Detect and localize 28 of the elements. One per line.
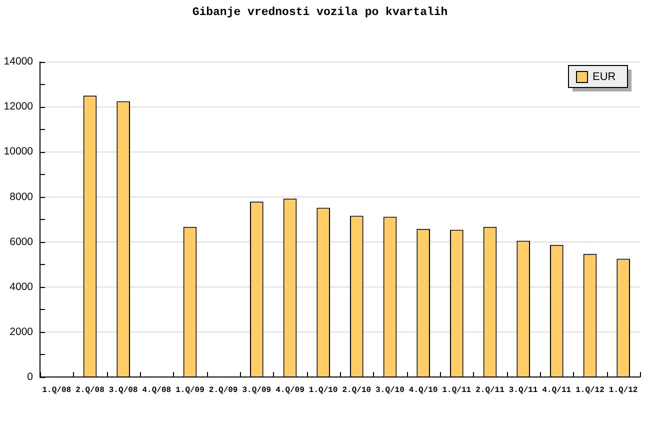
x-tick-label: 4.Q/11	[542, 386, 572, 395]
x-tick-label: 1.Q/10	[308, 386, 338, 395]
chart-title: Gibanje vrednosti vozila po kvartalih	[192, 6, 448, 19]
x-tick-label: 4.Q/10	[408, 386, 438, 395]
y-tick-label: 12000	[4, 100, 34, 113]
y-tick-label: 10000	[4, 146, 34, 158]
y-tick-label: 2000	[10, 326, 34, 338]
x-tick-label: 1.Q/09	[176, 386, 205, 395]
x-tick-label: 2.Q/11	[476, 386, 505, 395]
y-tick-label: 6000	[10, 236, 34, 248]
x-tick-label: 2.Q/08	[76, 386, 105, 395]
x-tick-label: 3.Q/10	[376, 386, 405, 395]
x-tick-label: 3.Q/11	[508, 386, 538, 395]
x-tick-label: 1.Q/11	[442, 386, 472, 395]
x-tick-label: 1.Q/08	[42, 386, 72, 395]
y-tick-label: 8000	[10, 190, 34, 203]
x-tick-label: 2.Q/10	[342, 386, 372, 395]
x-tick-label: 4.Q/09	[276, 386, 305, 395]
legend-label: EUR	[592, 71, 616, 84]
y-tick-label: 0	[27, 370, 34, 383]
x-tick-label: 1.Q/12	[608, 386, 638, 395]
x-tick-label: 4.Q/08	[142, 386, 172, 395]
x-tick-label: 3.Q/08	[108, 386, 138, 395]
x-tick-label: 1.Q/12	[576, 386, 605, 395]
x-tick-label: 2.Q/09	[208, 386, 238, 395]
y-tick-label: 4000	[10, 280, 34, 293]
x-tick-label: 3.Q/09	[242, 386, 272, 395]
y-tick-label: 14000	[4, 56, 34, 68]
